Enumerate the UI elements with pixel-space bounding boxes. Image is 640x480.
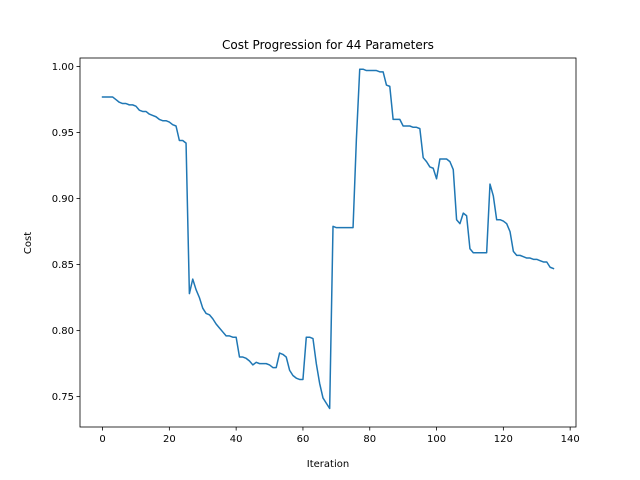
- x-tick-label: 20: [163, 434, 176, 445]
- plot-area: 0 20 40 60 80 100 120 140 0.75 0.80 0.85 0.90 0.95 1.…: [52, 57, 580, 445]
- x-tick-label: 100: [427, 434, 446, 445]
- y-axis-title: Cost: [23, 232, 34, 254]
- chart-title: Cost Progression for 44 Parameters: [222, 38, 434, 52]
- series-line-0: [101, 68, 555, 410]
- x-tick-label: 80: [363, 434, 376, 445]
- x-tick-label: 40: [230, 434, 243, 445]
- x-tick-label: 140: [561, 434, 580, 445]
- y-tick-label: 0.90: [52, 194, 74, 205]
- y-tick-label: 0.80: [52, 326, 74, 337]
- y-tick-label: 0.75: [52, 392, 74, 403]
- x-tick-label: 120: [494, 434, 513, 445]
- axes-frame: [79, 57, 577, 428]
- y-tick-label: 1.00: [52, 62, 74, 73]
- x-tick-label: 0: [99, 434, 105, 445]
- x-tick-label: 60: [297, 434, 310, 445]
- x-axis-title: Iteration: [307, 459, 349, 470]
- y-tick-label: 0.85: [52, 260, 74, 271]
- y-tick-label: 0.95: [52, 128, 74, 139]
